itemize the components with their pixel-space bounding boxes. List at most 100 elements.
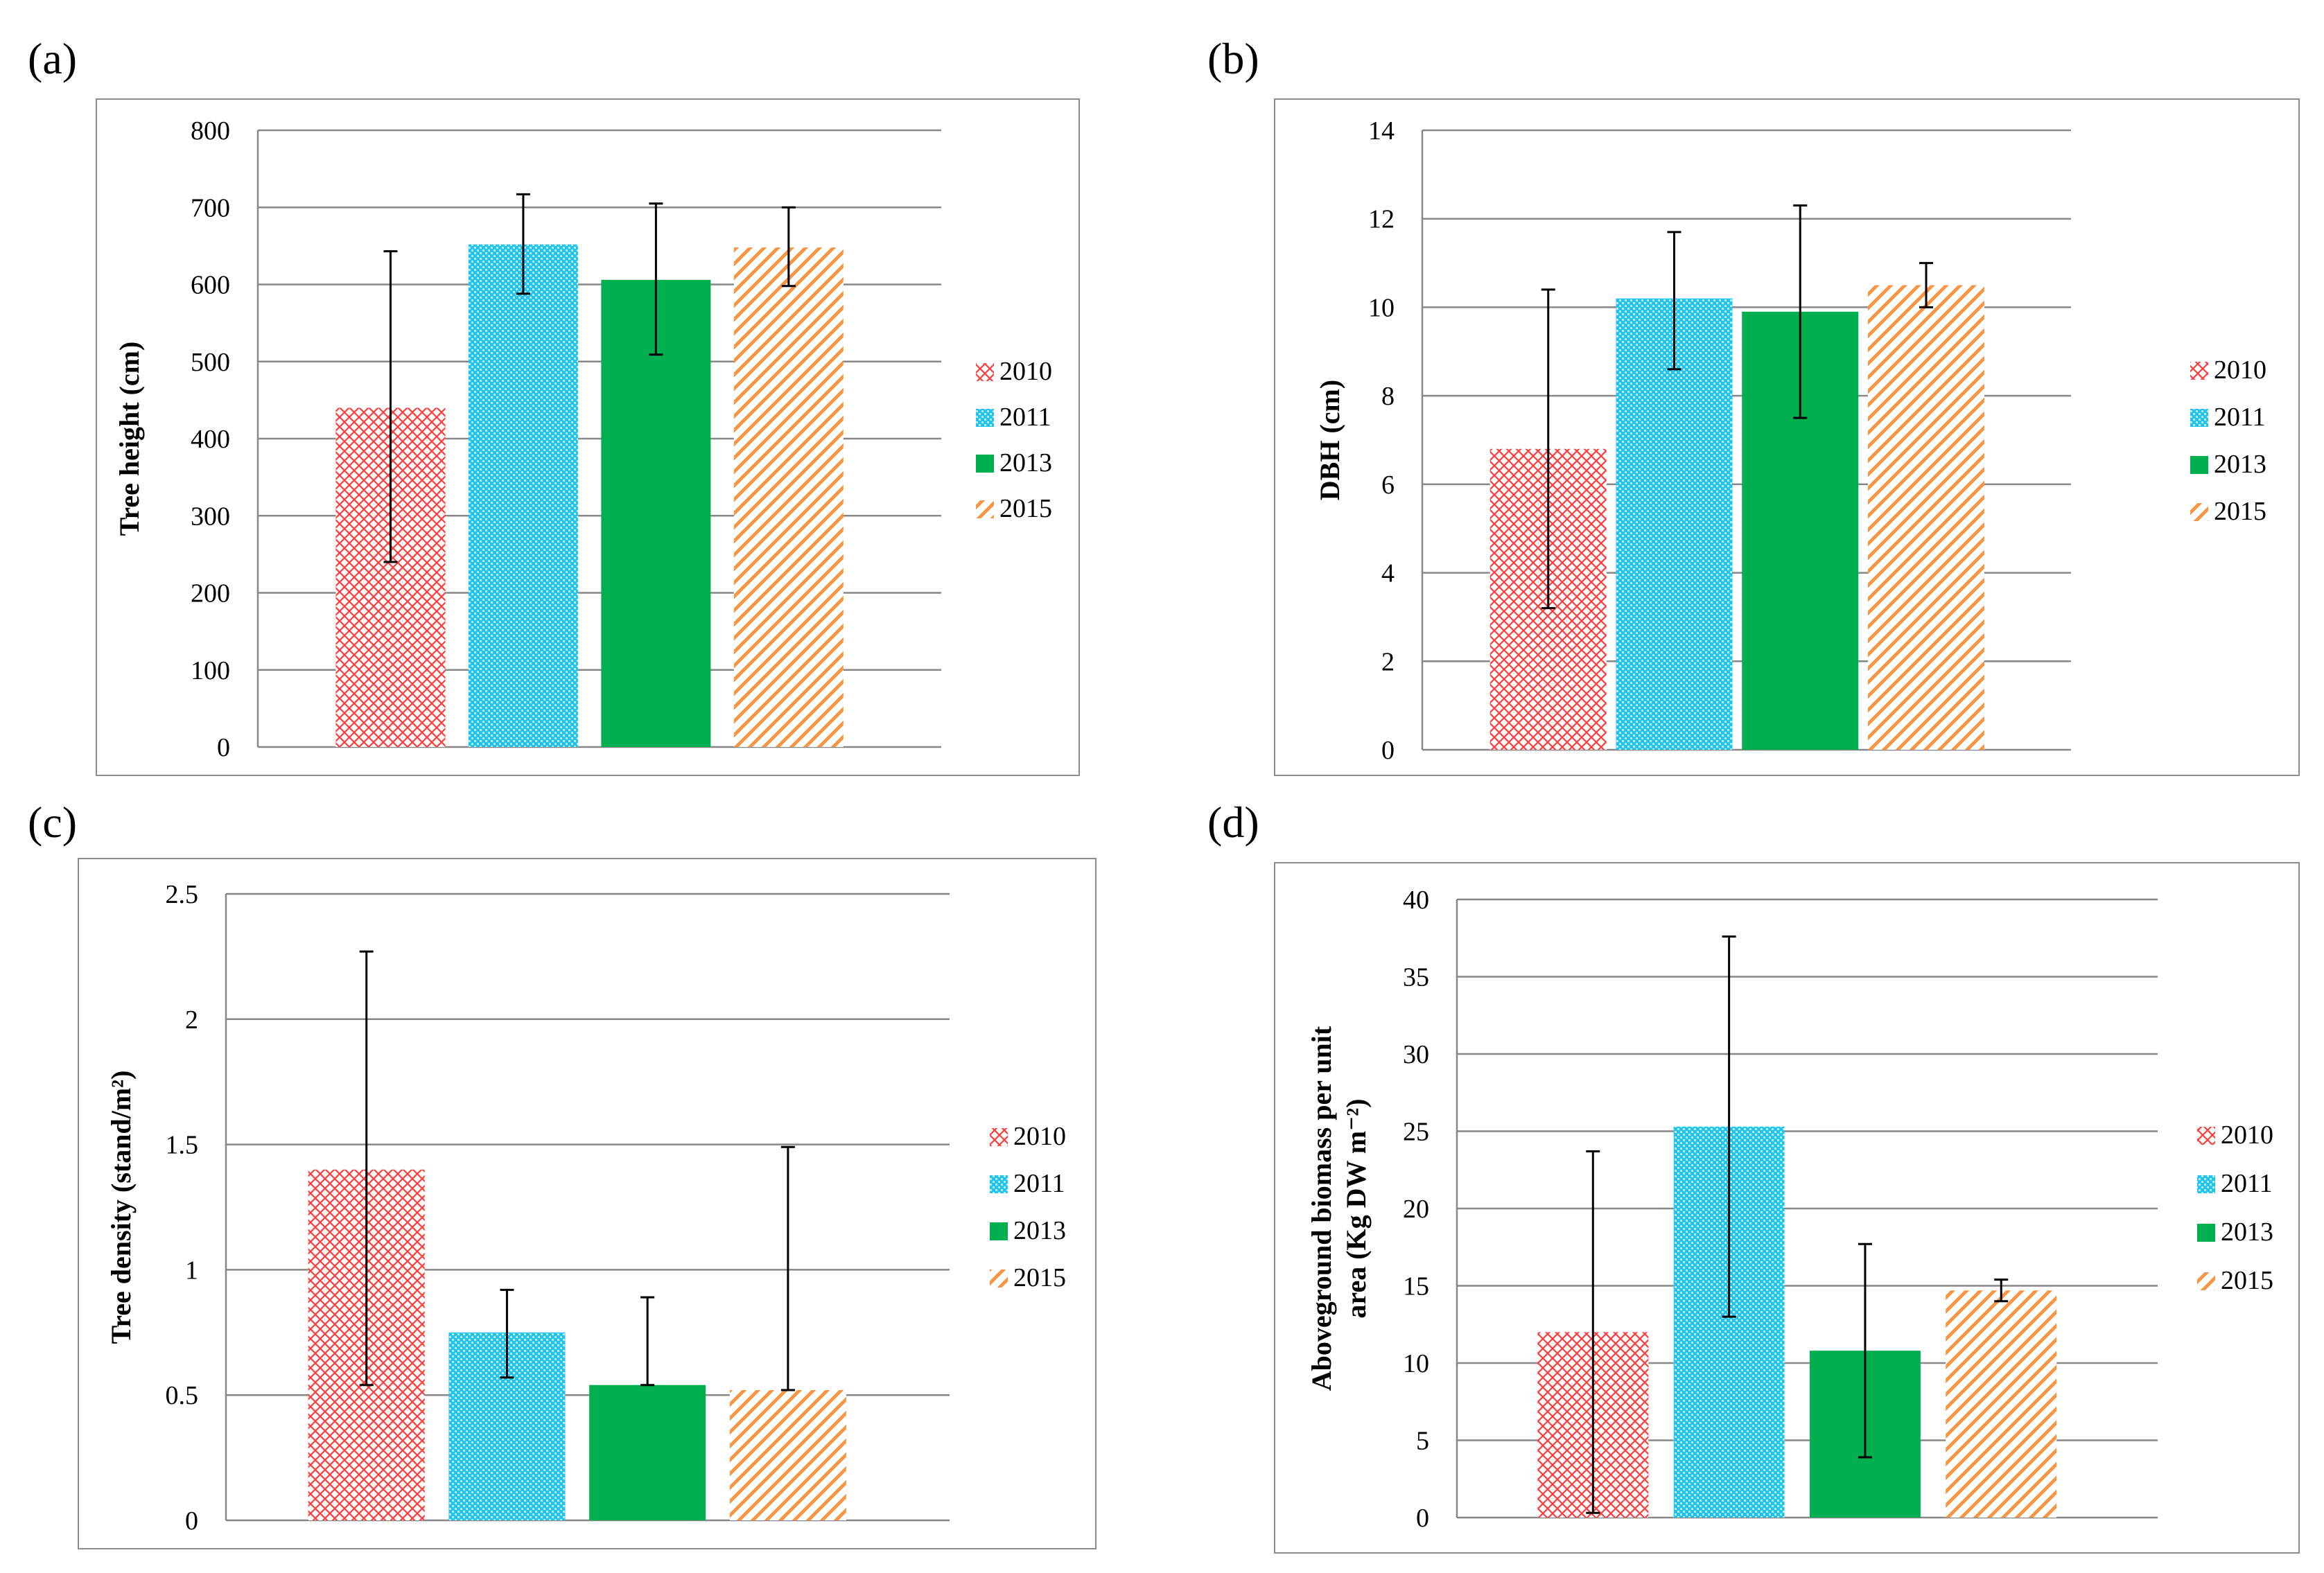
panel-label-a: (a) xyxy=(28,34,78,83)
y-tick-label: 35 xyxy=(1403,963,1429,992)
legend-label-2015: 2015 xyxy=(999,494,1052,523)
panel-label-c: (c) xyxy=(28,798,78,847)
y-tick-label: 700 xyxy=(191,193,230,222)
error-bar-2011 xyxy=(1667,231,1681,371)
chart-frame-a xyxy=(96,98,1080,776)
y-axis-label-line: Aboveground biomass per unit xyxy=(1306,1026,1337,1391)
error-bar-2011 xyxy=(500,1288,514,1379)
bar-2011 xyxy=(1616,298,1733,750)
y-tick-label: 25 xyxy=(1403,1118,1429,1147)
legend-swatch-2011 xyxy=(2197,1175,2215,1193)
error-bar-2013 xyxy=(640,1296,655,1387)
legend-swatch-2015 xyxy=(990,1269,1008,1288)
y-tick-label: 12 xyxy=(1368,205,1395,234)
y-tick-label: 800 xyxy=(191,116,230,146)
error-bar-2010 xyxy=(1541,288,1555,610)
error-bar-2011 xyxy=(516,193,530,295)
legend-label-2013: 2013 xyxy=(2214,450,2266,479)
y-tick-label: 100 xyxy=(191,656,230,685)
error-bar-2015 xyxy=(1994,1278,2009,1303)
chart-frame-c xyxy=(78,858,1097,1549)
legend-label-2015: 2015 xyxy=(2221,1266,2273,1295)
y-tick-label: 400 xyxy=(191,425,230,454)
legend-swatch-2013 xyxy=(990,1222,1008,1240)
y-axis-label: Tree density (stand/m²) xyxy=(105,1071,137,1344)
legend-swatch-2011 xyxy=(2190,409,2208,427)
legend-label-2011: 2011 xyxy=(2221,1169,2273,1198)
y-tick-label: 4 xyxy=(1381,559,1395,588)
y-tick-label: 10 xyxy=(1368,293,1395,322)
y-tick-label: 0 xyxy=(217,733,230,762)
legend-label-2010: 2010 xyxy=(2214,355,2266,385)
legend-label-2011: 2011 xyxy=(2214,403,2266,432)
legend-swatch-2011 xyxy=(990,1175,1008,1193)
legend-swatch-2010 xyxy=(976,363,994,381)
legend-label-2015: 2015 xyxy=(2214,497,2266,526)
legend-swatch-2015 xyxy=(2197,1272,2215,1290)
legend-swatch-2010 xyxy=(2190,362,2208,380)
legend-swatch-2010 xyxy=(990,1128,1008,1146)
y-axis-label: DBH (cm) xyxy=(1314,380,1345,500)
error-bar-2015 xyxy=(781,206,796,288)
bar-2015 xyxy=(729,1389,846,1520)
y-tick-label: 40 xyxy=(1403,886,1429,915)
y-axis-label: Tree height (cm) xyxy=(114,342,145,536)
bar-2015 xyxy=(733,247,844,748)
bar-2013 xyxy=(589,1385,706,1520)
y-tick-label: 2 xyxy=(185,1005,198,1035)
y-tick-label: 5 xyxy=(1416,1427,1429,1456)
bar-2015 xyxy=(1867,285,1984,750)
y-tick-label: 300 xyxy=(191,502,230,531)
y-tick-label: 14 xyxy=(1368,116,1395,146)
panel-label-b: (b) xyxy=(1207,34,1259,83)
y-tick-label: 1.5 xyxy=(166,1131,199,1160)
y-tick-label: 200 xyxy=(191,579,230,608)
legend-swatch-2015 xyxy=(976,500,994,518)
y-tick-label: 8 xyxy=(1381,382,1395,411)
legend-label-2011: 2011 xyxy=(1013,1169,1065,1198)
error-bar-2013 xyxy=(1858,1242,1872,1459)
legend-label-2013: 2013 xyxy=(2221,1218,2273,1247)
y-tick-label: 500 xyxy=(191,348,230,377)
error-bar-2013 xyxy=(1793,204,1808,419)
y-tick-label: 0 xyxy=(1381,736,1395,765)
y-tick-label: 2 xyxy=(1381,647,1395,676)
y-tick-label: 30 xyxy=(1403,1040,1429,1069)
bar-2013 xyxy=(601,279,711,747)
legend-swatch-2013 xyxy=(2190,456,2208,474)
error-bar-2011 xyxy=(1722,935,1736,1318)
legend-label-2013: 2013 xyxy=(999,448,1052,477)
y-tick-label: 0 xyxy=(185,1506,198,1536)
legend-swatch-2015 xyxy=(2190,503,2208,521)
error-bar-2015 xyxy=(1919,262,1933,308)
error-bar-2010 xyxy=(359,950,374,1387)
y-tick-label: 6 xyxy=(1381,471,1395,500)
legend-swatch-2013 xyxy=(976,455,994,473)
y-tick-label: 0 xyxy=(1416,1504,1429,1533)
legend-label-2015: 2015 xyxy=(1013,1263,1066,1292)
bar-2011 xyxy=(468,244,578,747)
y-tick-label: 0.5 xyxy=(166,1381,199,1410)
legend-swatch-2010 xyxy=(2197,1127,2215,1145)
legend-label-2010: 2010 xyxy=(1013,1122,1066,1151)
error-bar-2010 xyxy=(383,250,398,563)
legend-label-2010: 2010 xyxy=(2221,1121,2273,1150)
error-bar-2013 xyxy=(649,202,663,356)
y-tick-label: 15 xyxy=(1403,1272,1429,1301)
bar-2015 xyxy=(1946,1290,2057,1518)
y-axis-label-line: area (Kg DW m⁻²) xyxy=(1340,1098,1372,1318)
legend-swatch-2013 xyxy=(2197,1224,2215,1242)
legend-label-2013: 2013 xyxy=(1013,1216,1066,1245)
legend-swatch-2011 xyxy=(976,409,994,427)
y-tick-label: 1 xyxy=(185,1256,198,1285)
panel-label-d: (d) xyxy=(1207,798,1259,847)
legend-label-2011: 2011 xyxy=(999,403,1051,432)
y-tick-label: 600 xyxy=(191,271,230,300)
y-tick-label: 20 xyxy=(1403,1195,1429,1224)
legend-label-2010: 2010 xyxy=(999,357,1052,386)
error-bar-2010 xyxy=(1586,1150,1600,1514)
